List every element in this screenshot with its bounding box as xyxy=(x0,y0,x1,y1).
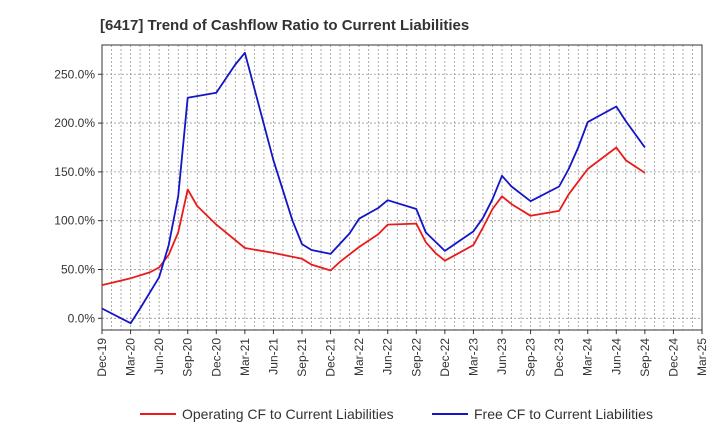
x-tick-label: Mar-21 xyxy=(238,338,252,376)
series-line-1 xyxy=(101,146,646,286)
x-tick-label: Mar-24 xyxy=(581,338,595,376)
x-tick-label: Sep-20 xyxy=(181,338,195,377)
x-tick-label: Sep-21 xyxy=(295,338,309,377)
grid xyxy=(102,45,702,330)
y-tick-label: 250.0% xyxy=(54,67,95,81)
x-tick-label: Sep-24 xyxy=(638,338,652,377)
legend-label-1: Operating CF to Current Liabilities xyxy=(182,406,394,422)
legend: Operating CF to Current Liabilities Free … xyxy=(140,406,653,422)
x-tick-label: Dec-24 xyxy=(666,338,680,377)
y-tick-label: 150.0% xyxy=(54,165,95,179)
series-line-2 xyxy=(101,51,646,325)
plot-area-frame xyxy=(101,44,703,331)
x-tick-label: Dec-20 xyxy=(209,338,223,377)
x-tick-label: Jun-23 xyxy=(495,338,509,375)
y-tick-label: 100.0% xyxy=(54,214,95,228)
y-axis-ticks: 0.0% 50.0% 100.0% 150.0% 200.0% 250.0% xyxy=(54,67,102,325)
y-tick-label: 50.0% xyxy=(61,262,95,276)
x-tick-label: Mar-20 xyxy=(124,338,138,376)
x-tick-label: Mar-25 xyxy=(695,338,709,376)
x-tick-label: Mar-22 xyxy=(352,338,366,376)
x-tick-label: Dec-19 xyxy=(95,338,109,377)
y-tick-label: 0.0% xyxy=(68,311,96,325)
x-tick-label: Jun-22 xyxy=(381,338,395,375)
x-tick-label: Jun-21 xyxy=(266,338,280,375)
x-tick-label: Sep-23 xyxy=(524,338,538,377)
x-tick-label: Mar-23 xyxy=(466,338,480,376)
x-tick-label: Sep-22 xyxy=(409,338,423,377)
x-tick-label: Dec-21 xyxy=(324,338,338,377)
series xyxy=(101,51,646,325)
x-tick-label: Dec-22 xyxy=(438,338,452,377)
x-axis-ticks: Dec-19 Mar-20 Jun-20 Sep-20 Dec-20 Mar-21 Jun-… xyxy=(95,330,709,377)
chart-title: [6417] Trend of Cashflow Ratio to Curren… xyxy=(100,17,469,34)
x-tick-label: Dec-23 xyxy=(552,338,566,377)
y-tick-label: 200.0% xyxy=(54,116,95,130)
x-tick-label: Jun-20 xyxy=(152,338,166,375)
x-tick-label: Jun-24 xyxy=(609,338,623,375)
legend-label-2: Free CF to Current Liabilities xyxy=(474,406,653,422)
